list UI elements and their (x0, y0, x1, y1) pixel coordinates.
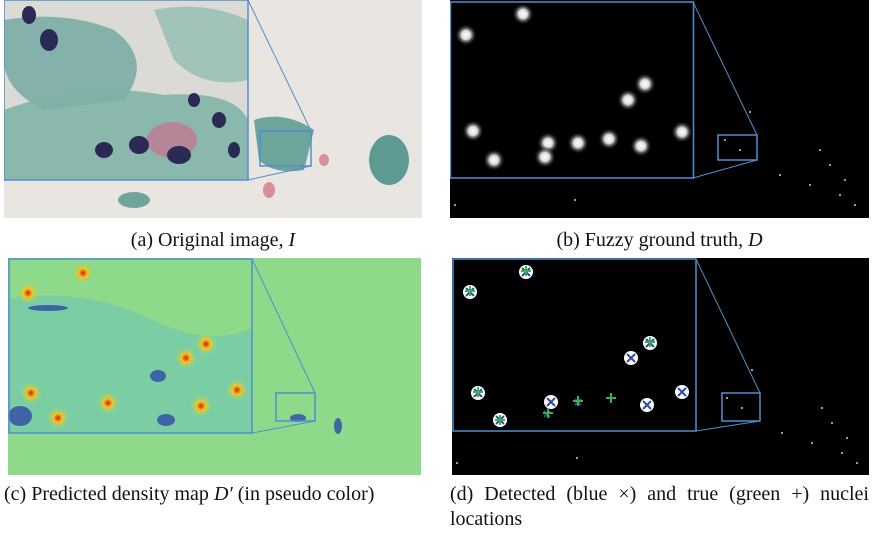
caption-text: (d) Detected (blue ×) and true (green +)… (450, 483, 869, 530)
figure: (a) Original image, I (b) Fuzzy ground t… (0, 0, 873, 541)
caption-d: (d) Detected (blue ×) and true (green +)… (450, 482, 869, 532)
caption-math: D (748, 229, 762, 251)
caption-c: (c) Predicted density map D′ (in pseudo … (4, 482, 422, 507)
caption-text: (in pseudo color) (238, 483, 375, 505)
original-image (4, 0, 422, 218)
caption-text: (b) Fuzzy ground truth, (556, 229, 748, 251)
caption-b: (b) Fuzzy ground truth, D (450, 228, 869, 253)
predicted-density-map (8, 258, 421, 475)
fuzzy-ground-truth (450, 0, 869, 218)
caption-math: D′ (214, 483, 233, 505)
caption-a: (a) Original image, I (4, 228, 422, 253)
caption-text: (c) Predicted density map (4, 483, 214, 505)
caption-math: I (289, 229, 296, 251)
detected-nuclei (452, 258, 869, 475)
caption-text: (a) Original image, (131, 229, 289, 251)
